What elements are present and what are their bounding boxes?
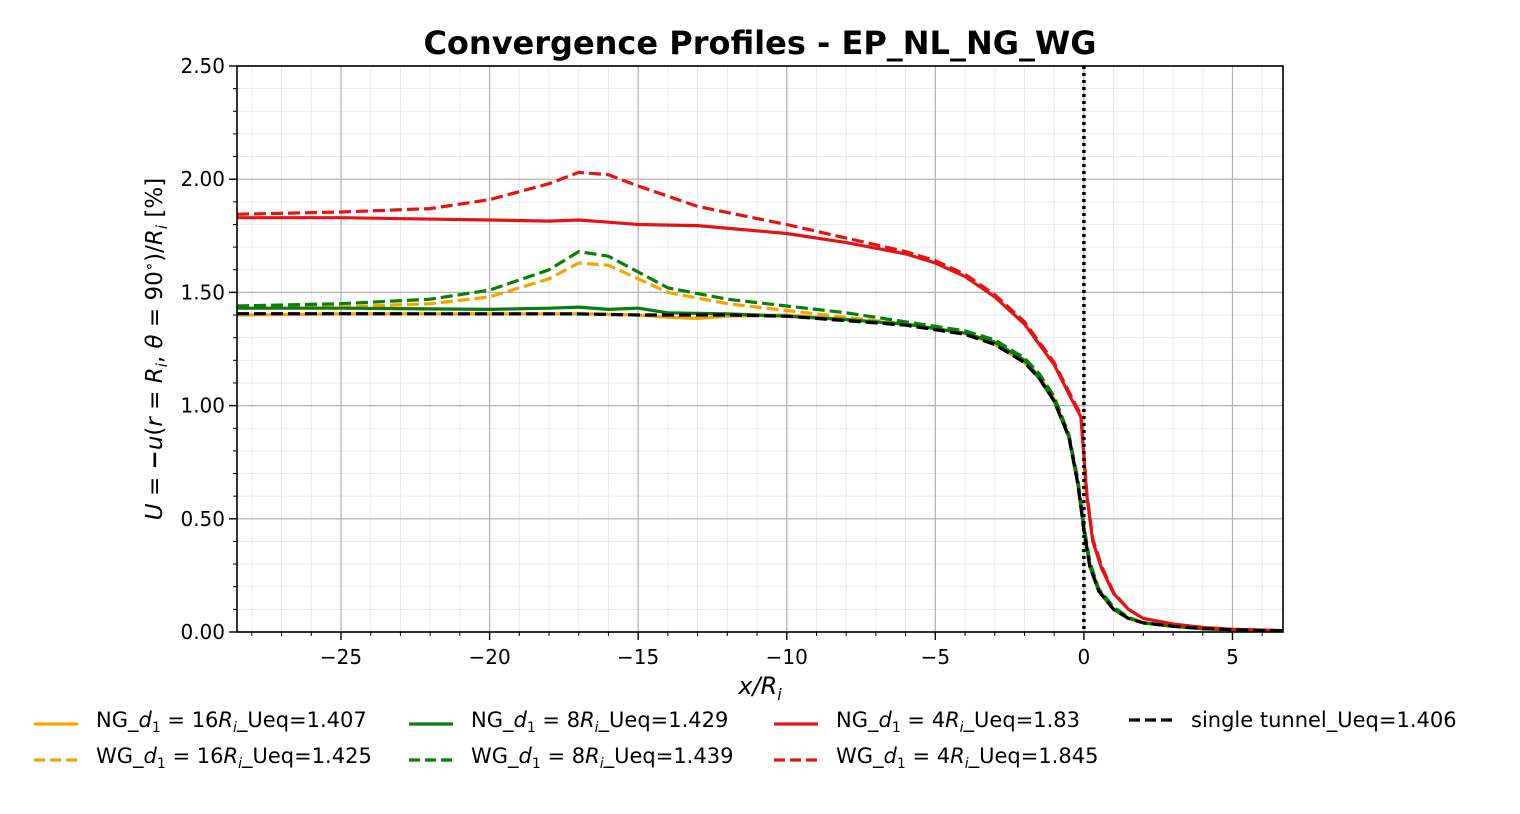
series-line-2 [237,261,1283,632]
y-tick-label: 0.50 [180,507,225,531]
legend-item: NG_d1 = 16Ri_Ueq=1.407 [30,708,367,740]
series-line-4 [237,250,1283,632]
legend-swatch [34,758,78,762]
plot-frame [236,65,1284,633]
series-line-7 [237,312,1283,632]
legend: NG_d1 = 16Ri_Ueq=1.407 NG_d1 = 8Ri_Ueq=1.… [30,708,1510,778]
y-axis-ticks: 0.00 0.50 1.00 1.50 2.00 2.50 [180,54,237,644]
x-axis-label: x/Ri [737,672,782,704]
legend-label: WG_d1 = 8Ri_Ueq=1.439 [471,744,734,773]
y-axis-label: U = −u(r = Ri, θ = 90∘)/Ri [%] [140,178,171,520]
x-axis-ticks: −25 −20 −15 −10 −5 0 5 [251,632,1263,669]
major-grid [237,65,1283,633]
legend-item: WG_d1 = 4Ri_Ueq=1.845 [770,744,1098,776]
legend-item: NG_d1 = 4Ri_Ueq=1.83 [770,708,1080,740]
chart-title: Convergence Profiles - EP_NL_NG_WG [423,24,1096,62]
legend-item: WG_d1 = 8Ri_Ueq=1.439 [405,744,733,776]
y-tick-label: 2.50 [180,54,225,78]
x-tick-label: −25 [320,645,362,669]
x-tick-label: −20 [468,645,510,669]
y-tick-label: 0.00 [180,620,225,644]
legend-label: WG_d1 = 16Ri_Ueq=1.425 [96,744,372,773]
legend-swatch [409,758,453,762]
series-line-5 [237,216,1283,632]
x-tick-label: −10 [766,645,808,669]
legend-swatch [774,758,818,762]
legend-label: NG_d1 = 8Ri_Ueq=1.429 [471,708,729,737]
legend-swatch [34,722,78,726]
series-layer [237,170,1283,632]
y-tick-label: 2.00 [180,167,225,191]
legend-item: NG_d1 = 8Ri_Ueq=1.429 [405,708,728,740]
legend-item: single tunnel_Ueq=1.406 [1125,708,1457,732]
series-line-6 [237,170,1283,632]
legend-item: WG_d1 = 16Ri_Ueq=1.425 [30,744,372,776]
legend-label: WG_d1 = 4Ri_Ueq=1.845 [836,744,1099,773]
legend-label: NG_d1 = 16Ri_Ueq=1.407 [96,708,367,737]
series-line-1 [237,312,1283,632]
legend-label: NG_d1 = 4Ri_Ueq=1.83 [836,708,1081,737]
x-tick-label: −5 [921,645,950,669]
legend-label: single tunnel_Ueq=1.406 [1191,708,1457,732]
legend-swatch [409,722,453,726]
legend-swatch [1129,718,1173,722]
minor-grid [237,65,1283,633]
y-tick-label: 1.00 [180,394,225,418]
x-tick-label: 5 [1226,645,1239,669]
x-tick-label: −15 [617,645,659,669]
legend-swatch [774,722,818,726]
y-tick-label: 1.50 [180,280,225,304]
x-tick-label: 0 [1078,645,1091,669]
series-line-3 [237,305,1283,632]
